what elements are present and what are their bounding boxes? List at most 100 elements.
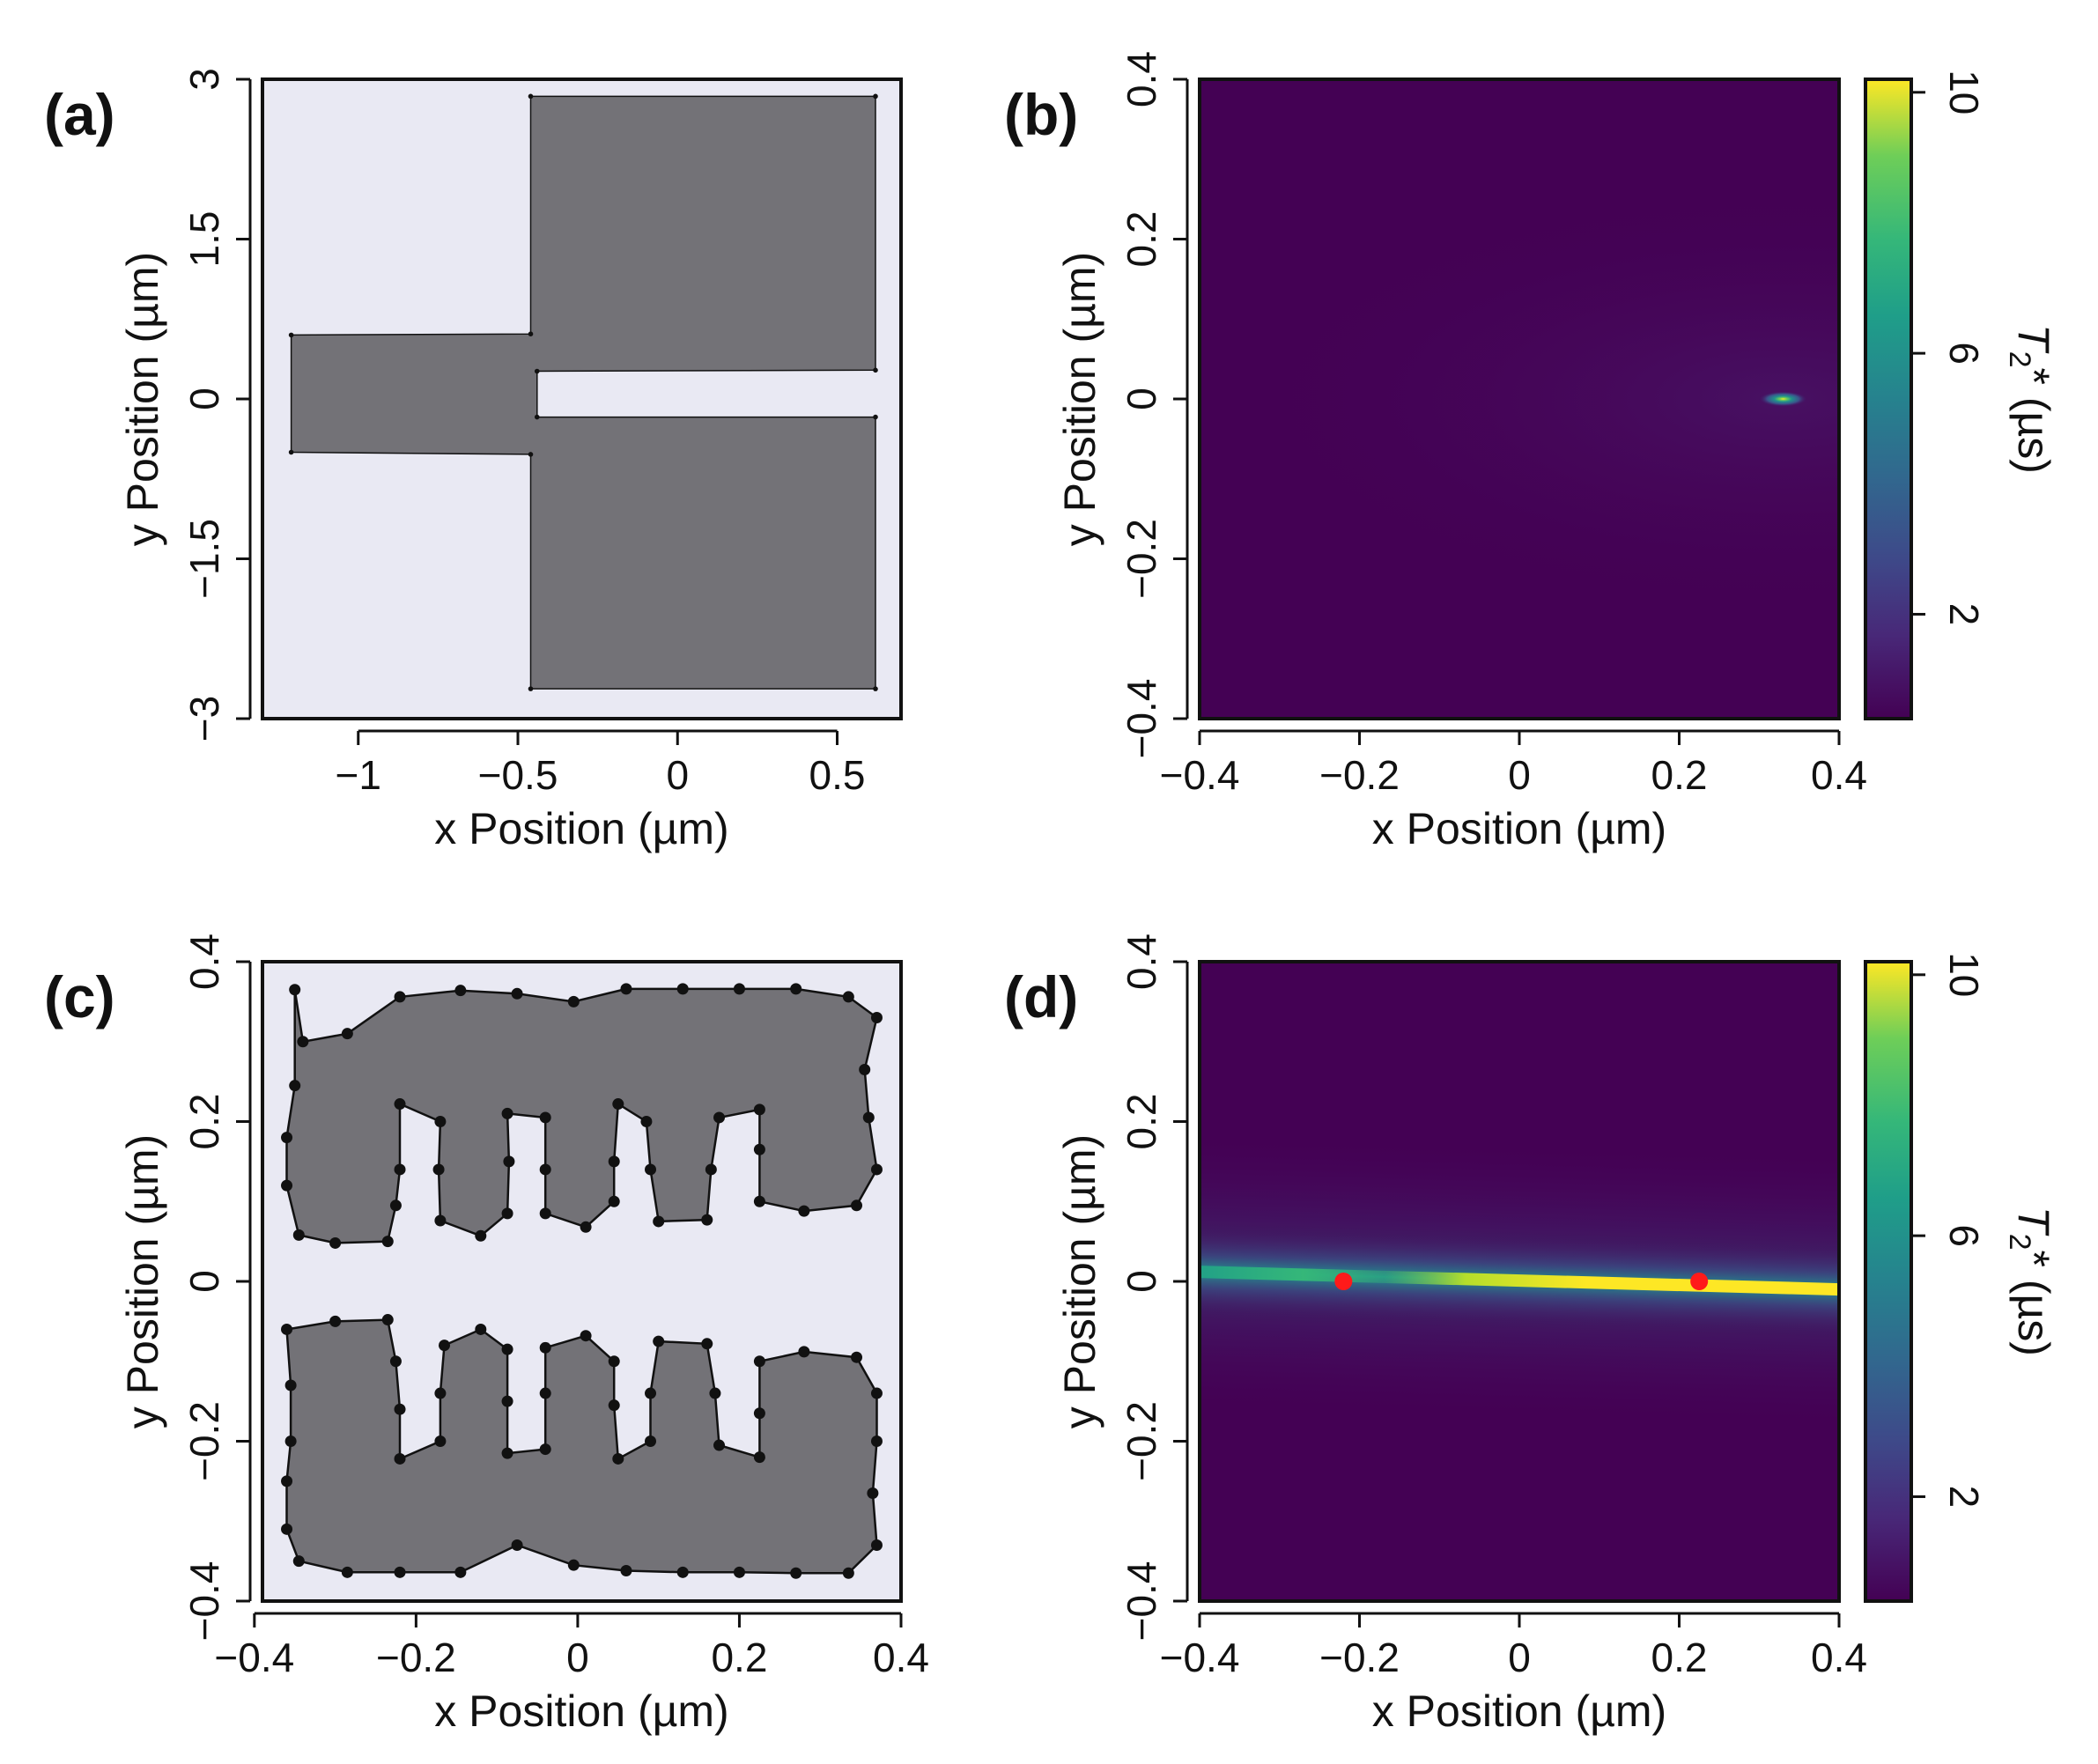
x-tick-label: 0: [1508, 752, 1531, 798]
y-tick-label: 0.2: [181, 1094, 227, 1150]
vertex-point: [870, 1163, 883, 1176]
colorbar-tick-label: 10: [1941, 952, 1987, 997]
vertex-point: [608, 1399, 620, 1412]
vertex-point: [394, 991, 406, 1003]
vertex-point: [676, 1566, 689, 1578]
vertex-point: [284, 1436, 297, 1447]
vertex-point: [713, 1111, 726, 1124]
plot-frame: [1198, 77, 1841, 720]
x-axis: −1 −0.5 0 0.5 x Position (µm): [336, 729, 865, 853]
vertex-point: [284, 1379, 297, 1391]
colorbar-title-unit: * (µs): [2009, 1251, 2058, 1356]
vertex-point: [539, 1341, 551, 1354]
vertex-point: [289, 984, 301, 996]
vertex-point: [501, 1395, 513, 1407]
vertex-point: [567, 995, 580, 1007]
vertex-point: [394, 1452, 406, 1465]
ridge-core: [1200, 1265, 1839, 1296]
y-tick-label: 0: [181, 387, 227, 410]
y-tick-label: 1.5: [181, 211, 227, 268]
vertex-point: [288, 449, 294, 455]
vertex-point: [528, 331, 534, 336]
colorbar-title: T2* (µs): [2003, 1207, 2058, 1356]
x-tick-label: −0.2: [1319, 1635, 1400, 1680]
vertex-point: [511, 1539, 523, 1551]
x-axis-title: x Position (µm): [1372, 804, 1666, 853]
vertex-point: [475, 1323, 487, 1335]
vertex-point: [653, 1335, 665, 1347]
vertex-point: [867, 1487, 879, 1499]
vertex-point: [534, 368, 540, 374]
vertex-point: [733, 983, 745, 995]
vertex-point: [705, 1163, 717, 1176]
vertex-point: [503, 1155, 515, 1168]
panel-d: (d)−0.4 −0.2 0 0.2 0.4x Position (µm)0.40.20…: [1004, 934, 2058, 1736]
y-axis-title: y Position (µm): [118, 1134, 167, 1428]
y-tick-label: −0.2: [181, 1401, 227, 1481]
colorbar-title-unit: * (µs): [2009, 368, 2058, 474]
vertex-point: [539, 1163, 551, 1176]
vertex-point: [434, 1214, 447, 1227]
plot-frame: [261, 960, 903, 1603]
colorbar-tick-label: 10: [1941, 70, 1987, 114]
red-marker: [1334, 1273, 1353, 1290]
y-axis-title: y Position (µm): [1055, 1134, 1104, 1428]
vertex-point: [501, 1447, 513, 1459]
panel-b: (b)−0.4 −0.2 0 0.2 0.4x Position (µm)0.40.20…: [1004, 51, 2058, 853]
vertex-point: [645, 1436, 657, 1447]
x-axis: −0.4 −0.2 0 0.2 0.4 x Position (µm): [1160, 729, 1867, 853]
x-tick-label: 0.2: [1651, 752, 1708, 798]
colorbar-title-subscript: 2: [2003, 1234, 2036, 1251]
y-tick-label: 0: [181, 1270, 227, 1293]
vertex-point: [870, 1387, 883, 1399]
vertex-point: [859, 1064, 871, 1076]
vertex-point: [620, 983, 632, 995]
x-tick-label: −0.2: [1319, 752, 1400, 798]
y-axis: 3 1.5 0 −1.5 −3 y Position (µm): [118, 68, 252, 742]
heatmap-hotspot: [1758, 391, 1808, 407]
vertex-point: [873, 686, 878, 691]
colorbar-tick-label: 6: [1941, 1224, 1987, 1247]
vertex-point: [567, 1559, 580, 1571]
y-tick-label: −0.2: [1119, 519, 1164, 599]
vertex-point: [701, 1338, 713, 1350]
y-tick-label: 0.4: [1119, 51, 1164, 107]
vertex-point: [432, 1163, 445, 1176]
x-tick-label: 0.4: [1811, 752, 1867, 798]
plot-frame: [1198, 960, 1841, 1603]
x-axis: −0.4 −0.2 0 0.2 0.4 x Position (µm): [214, 1612, 929, 1736]
vertex-point: [501, 1107, 513, 1119]
vertex-point: [870, 1012, 883, 1024]
vertex-point: [608, 1155, 620, 1168]
y-axis: 0.4 0.2 0 −0.2 −0.4 y Position (µm): [1055, 51, 1189, 758]
vertex-point: [870, 1539, 883, 1551]
heatmap-halo: [1219, 179, 1839, 619]
vertex-point: [842, 991, 854, 1003]
panel-c: (c)−0.4 −0.2 0 0.2 0.4x Position (µm)0.40.20…: [44, 934, 929, 1736]
y-tick-label: 0: [1119, 1270, 1164, 1293]
x-tick-label: −0.5: [478, 752, 558, 798]
vertex-point: [733, 1566, 745, 1578]
vertex-point: [873, 414, 878, 420]
vertex-point: [341, 1566, 353, 1578]
vertex-point: [394, 1098, 406, 1111]
y-tick-label: −0.4: [1119, 1561, 1164, 1642]
x-axis-title: x Position (µm): [1372, 1687, 1666, 1736]
panel-label: (b): [1004, 82, 1078, 147]
vertex-point: [389, 1199, 402, 1212]
x-tick-label: −1: [336, 752, 381, 798]
colorbar-title-subscript: 2: [2003, 351, 2036, 368]
vertex-point: [539, 1111, 551, 1124]
vertex-point: [381, 1314, 394, 1326]
vertex-point: [640, 1116, 653, 1127]
colorbar-tick-label: 2: [1941, 1486, 1987, 1509]
x-tick-label: 0.4: [1811, 1635, 1867, 1680]
vertex-point: [676, 983, 689, 995]
vertex-point: [434, 1387, 447, 1399]
panel-label: (d): [1004, 964, 1078, 1030]
vertex-point: [534, 414, 540, 420]
colorbar-title-symbol: T: [2009, 1207, 2058, 1236]
